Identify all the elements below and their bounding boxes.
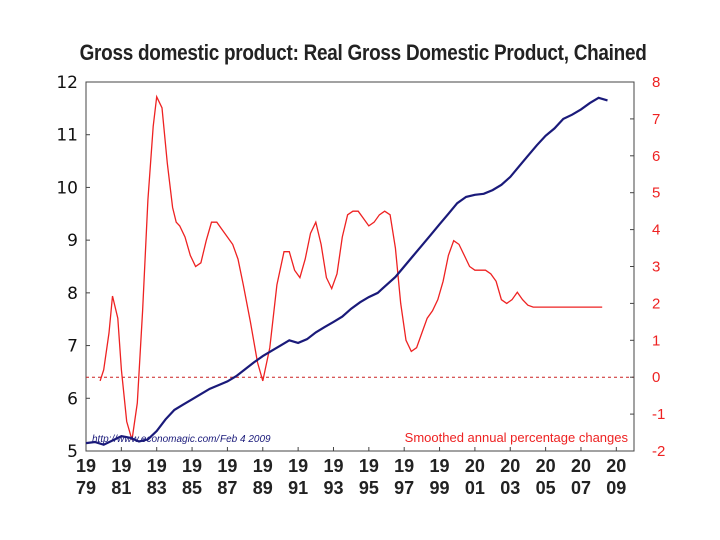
- right-axis-ticks: -2 -1 0 1 2 3 4 5 6 7 8: [630, 74, 665, 460]
- right-tick-label: 5: [652, 185, 660, 202]
- x-tick-label-year: 99: [430, 478, 450, 498]
- x-tick-label-year: 01: [465, 478, 485, 498]
- x-tick-label-century: 19: [111, 456, 131, 476]
- right-tick-label: -1: [652, 406, 665, 423]
- right-tick-label: 4: [652, 222, 660, 239]
- right-tick-label: 8: [652, 74, 660, 91]
- x-tick-label-century: 19: [76, 456, 96, 476]
- left-tick-label: 7: [67, 337, 78, 357]
- left-tick-label: 8: [67, 284, 78, 304]
- left-tick-label: 6: [67, 389, 78, 409]
- x-tick-label-century: 19: [323, 456, 343, 476]
- left-tick-label: 10: [56, 178, 78, 198]
- x-tick-label-century: 19: [147, 456, 167, 476]
- x-tick-label-century: 20: [536, 456, 556, 476]
- right-tick-label: 0: [652, 369, 660, 386]
- left-tick-label: 12: [56, 73, 78, 93]
- right-tick-label: -2: [652, 443, 665, 460]
- right-tick-label: 1: [652, 332, 660, 349]
- x-tick-label-year: 05: [536, 478, 556, 498]
- x-tick-label-year: 07: [571, 478, 591, 498]
- x-tick-label-century: 20: [465, 456, 485, 476]
- x-tick-label-century: 19: [288, 456, 308, 476]
- x-tick-label-century: 20: [606, 456, 626, 476]
- x-tick-label-century: 20: [571, 456, 591, 476]
- date-annotation: Feb 4 2009: [220, 434, 271, 445]
- right-tick-label: 3: [652, 259, 660, 276]
- left-tick-label: 9: [67, 231, 78, 251]
- x-tick-label-century: 19: [430, 456, 450, 476]
- x-tick-label-century: 19: [359, 456, 379, 476]
- x-tick-label-year: 79: [76, 478, 96, 498]
- x-tick-label-year: 81: [111, 478, 131, 498]
- x-tick-label-century: 19: [394, 456, 414, 476]
- right-tick-label: 7: [652, 111, 660, 128]
- source-url-annotation: http://www.economagic.com/: [92, 434, 220, 445]
- x-tick-label-year: 87: [217, 478, 237, 498]
- x-tick-label-year: 97: [394, 478, 414, 498]
- percent-change-line: [99, 94, 603, 441]
- x-tick-label-year: 93: [323, 478, 343, 498]
- right-tick-label: 2: [652, 295, 660, 312]
- x-tick-label-year: 95: [359, 478, 379, 498]
- x-tick-label-year: 09: [606, 478, 626, 498]
- left-tick-label: 5: [67, 442, 78, 462]
- x-axis-ticks: 1979198119831985198719891991199319951997…: [76, 447, 626, 498]
- x-tick-label-year: 91: [288, 478, 308, 498]
- smoothing-note: Smoothed annual percentage changes: [405, 430, 629, 445]
- x-tick-label-century: 19: [182, 456, 202, 476]
- plot-frame: [85, 81, 635, 452]
- x-tick-label-year: 83: [147, 478, 167, 498]
- right-tick-label: 6: [652, 148, 660, 165]
- x-tick-label-year: 89: [253, 478, 273, 498]
- left-tick-label: 11: [56, 126, 78, 146]
- left-axis-ticks: 5 6 7 8 9 10 11 12: [56, 73, 90, 462]
- chart-title: Gross domestic product: Real Gross Domes…: [79, 40, 647, 65]
- x-tick-label-century: 19: [253, 456, 273, 476]
- x-tick-label-year: 85: [182, 478, 202, 498]
- x-tick-label-year: 03: [500, 478, 520, 498]
- gdp-line: [85, 96, 608, 446]
- x-tick-label-century: 19: [217, 456, 237, 476]
- x-tick-label-century: 20: [500, 456, 520, 476]
